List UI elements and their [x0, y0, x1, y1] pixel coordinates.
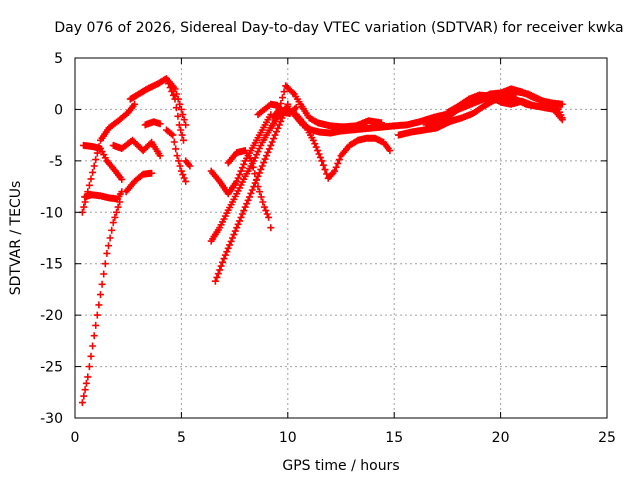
- series-markers: [122, 169, 156, 196]
- series-track-16: [269, 82, 385, 131]
- series-markers: [163, 126, 190, 185]
- series-markers: [141, 118, 164, 129]
- series-markers: [207, 111, 275, 198]
- x-tick-label: 20: [492, 430, 510, 446]
- series-track-17: [284, 105, 394, 182]
- data-points: [78, 75, 566, 407]
- series-track-10: [165, 80, 194, 170]
- chart-title: Day 076 of 2026, Sidereal Day-to-day VTE…: [54, 20, 623, 36]
- series-track-6: [122, 169, 156, 196]
- y-axis-label: SDTVAR / TECUs: [8, 181, 24, 296]
- series-markers: [165, 80, 194, 170]
- series-track-8: [141, 118, 164, 129]
- series-track-1: [78, 198, 124, 407]
- y-tick-label: -25: [40, 360, 63, 376]
- series-markers: [211, 100, 292, 285]
- y-tick-label: -20: [40, 308, 63, 324]
- x-tick-label: 0: [71, 430, 80, 446]
- series-markers: [109, 136, 164, 160]
- series-track-12: [211, 100, 292, 285]
- y-tick-label: -10: [40, 205, 63, 221]
- series-markers: [78, 198, 124, 407]
- series-markers: [78, 100, 139, 216]
- series-track-9: [163, 126, 190, 185]
- series-track-13: [207, 111, 275, 198]
- series-track-14: [224, 147, 275, 232]
- y-tick-label: -30: [40, 411, 63, 427]
- x-tick-label: 10: [279, 430, 297, 446]
- series-markers: [284, 105, 394, 182]
- x-tick-label: 25: [598, 430, 616, 446]
- y-tick-label: -5: [49, 154, 63, 170]
- axis-ticks: 0 5 10 15 20 25 -30 -25 -20 -15 -10 -5 0 5: [40, 51, 616, 446]
- x-tick-label: 15: [385, 430, 403, 446]
- series-track-5: [109, 136, 164, 160]
- y-tick-label: 0: [54, 102, 63, 118]
- x-axis-label: GPS time / hours: [282, 458, 399, 474]
- x-tick-label: 5: [177, 430, 186, 446]
- y-tick-label: -15: [40, 257, 63, 273]
- plot-frame: [74, 57, 608, 419]
- grid-lines: [75, 58, 607, 418]
- series-markers: [269, 82, 385, 131]
- series-track-4: [78, 100, 139, 216]
- series-markers: [443, 91, 566, 124]
- series-track-21: [443, 91, 566, 124]
- y-tick-label: 5: [54, 51, 63, 67]
- series-markers: [224, 147, 275, 232]
